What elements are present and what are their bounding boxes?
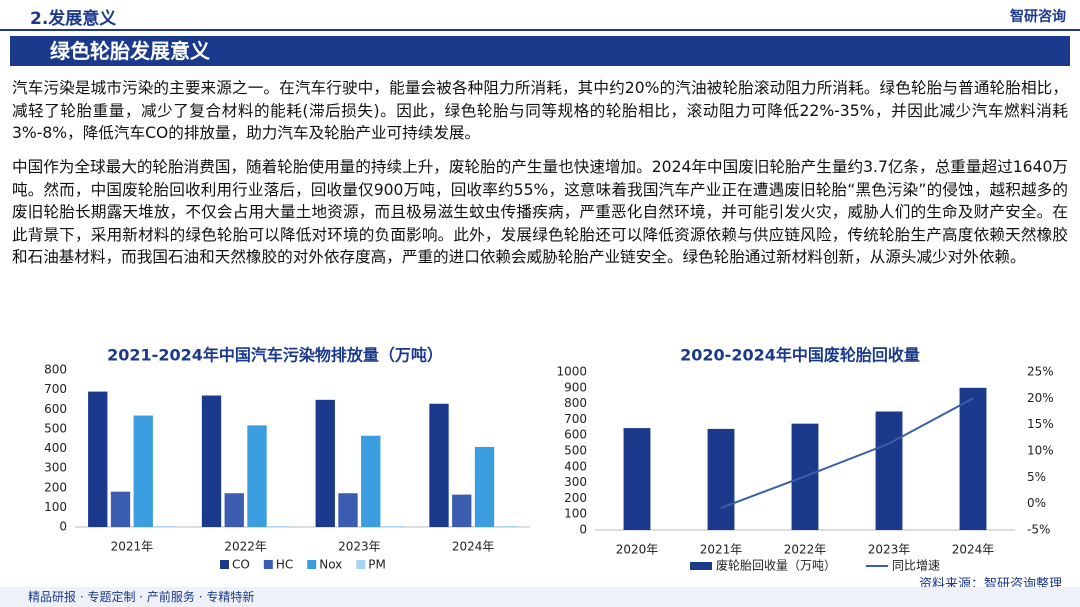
legend-swatch xyxy=(356,560,366,569)
bar xyxy=(875,411,903,530)
x-tick-label: 2021年 xyxy=(700,543,743,557)
paragraph: 中国作为全球最大的轮胎消费国，随着轮胎使用量的持续上升，废轮胎的产生量也快速增加… xyxy=(12,158,1068,267)
y-tick-label: 100 xyxy=(44,500,67,514)
bar xyxy=(270,526,290,527)
footer: 精品研报 · 专题定制 · 产前服务 · 专精特新 xyxy=(0,587,1080,607)
bar xyxy=(224,493,244,527)
bar xyxy=(338,493,358,527)
y2-tick-label: 25% xyxy=(1027,365,1054,379)
y-tick-label: 200 xyxy=(564,491,587,505)
x-tick-label: 2020年 xyxy=(616,543,659,557)
bar xyxy=(247,425,267,527)
y2-tick-label: 20% xyxy=(1027,391,1054,405)
y-tick-label: 400 xyxy=(564,459,587,473)
legend-swatch xyxy=(220,560,229,569)
legend-swatch xyxy=(263,560,273,569)
banner: 绿色轮胎发展意义 xyxy=(10,36,1070,66)
x-tick-label: 2021年 xyxy=(111,540,154,554)
bar xyxy=(623,428,651,530)
y-tick-label: 500 xyxy=(564,444,587,458)
legend-label: 废轮胎回收量（万吨） xyxy=(716,558,836,573)
bar xyxy=(474,446,495,527)
x-tick-label: 2024年 xyxy=(452,540,495,554)
bar xyxy=(452,494,472,527)
bar xyxy=(361,435,381,527)
bar xyxy=(315,399,335,527)
paragraph: 汽车污染是城市污染的主要来源之一。在汽车行驶中，能量会被各种阻力所消耗，其中约2… xyxy=(12,79,1068,143)
y-tick-label: 0 xyxy=(59,520,67,534)
y-tick-label: 700 xyxy=(44,382,67,396)
x-tick-label: 2022年 xyxy=(784,543,827,557)
bar xyxy=(707,428,735,530)
section-title: 2.发展意义 xyxy=(30,9,117,29)
bar xyxy=(429,403,449,527)
bar xyxy=(959,387,987,530)
y-tick-label: 800 xyxy=(44,363,67,377)
y-tick-label: 300 xyxy=(44,461,67,475)
bar xyxy=(133,415,153,527)
y-tick-label: 100 xyxy=(564,507,587,521)
y-tick-label: 900 xyxy=(564,380,587,394)
bar xyxy=(201,395,222,527)
y-tick-label: 500 xyxy=(44,421,67,435)
bar xyxy=(497,526,517,527)
divider xyxy=(0,29,1080,31)
chart-title: 2020-2024年中国废轮胎回收量 xyxy=(680,346,920,365)
legend-swatch xyxy=(690,562,712,570)
legend-label: HC xyxy=(276,558,293,572)
bar xyxy=(88,391,108,527)
x-tick-label: 2022年 xyxy=(224,540,267,554)
bar xyxy=(110,491,131,527)
chart-title: 2021-2024年中国汽车污染物排放量（万吨） xyxy=(107,346,443,365)
y2-tick-label: -5% xyxy=(1027,523,1050,537)
x-tick-label: 2023年 xyxy=(338,540,381,554)
y2-tick-label: 5% xyxy=(1027,470,1046,484)
logo: 智研咨询 xyxy=(1010,9,1066,25)
y-tick-label: 800 xyxy=(564,396,587,410)
legend-swatch xyxy=(307,560,317,569)
y-tick-label: 0 xyxy=(579,523,587,537)
y-tick-label: 200 xyxy=(44,480,67,494)
bar xyxy=(383,526,404,527)
y2-tick-label: 10% xyxy=(1027,444,1054,458)
line xyxy=(720,397,974,509)
bar xyxy=(156,526,176,527)
legend-label: 同比增速 xyxy=(892,559,940,573)
legend-label: Nox xyxy=(319,558,342,572)
x-tick-label: 2023年 xyxy=(868,543,911,557)
y-tick-label: 600 xyxy=(564,428,587,442)
x-tick-label: 2024年 xyxy=(952,543,995,557)
legend-label: PM xyxy=(368,558,386,572)
legend-label: CO xyxy=(232,558,250,572)
y-tick-label: 400 xyxy=(44,441,67,455)
y-tick-label: 300 xyxy=(564,475,587,489)
y-tick-label: 1000 xyxy=(556,365,587,379)
y2-tick-label: 0% xyxy=(1027,496,1046,510)
y2-tick-label: 15% xyxy=(1027,417,1054,431)
y-tick-label: 600 xyxy=(44,402,67,416)
y-tick-label: 700 xyxy=(564,412,587,426)
